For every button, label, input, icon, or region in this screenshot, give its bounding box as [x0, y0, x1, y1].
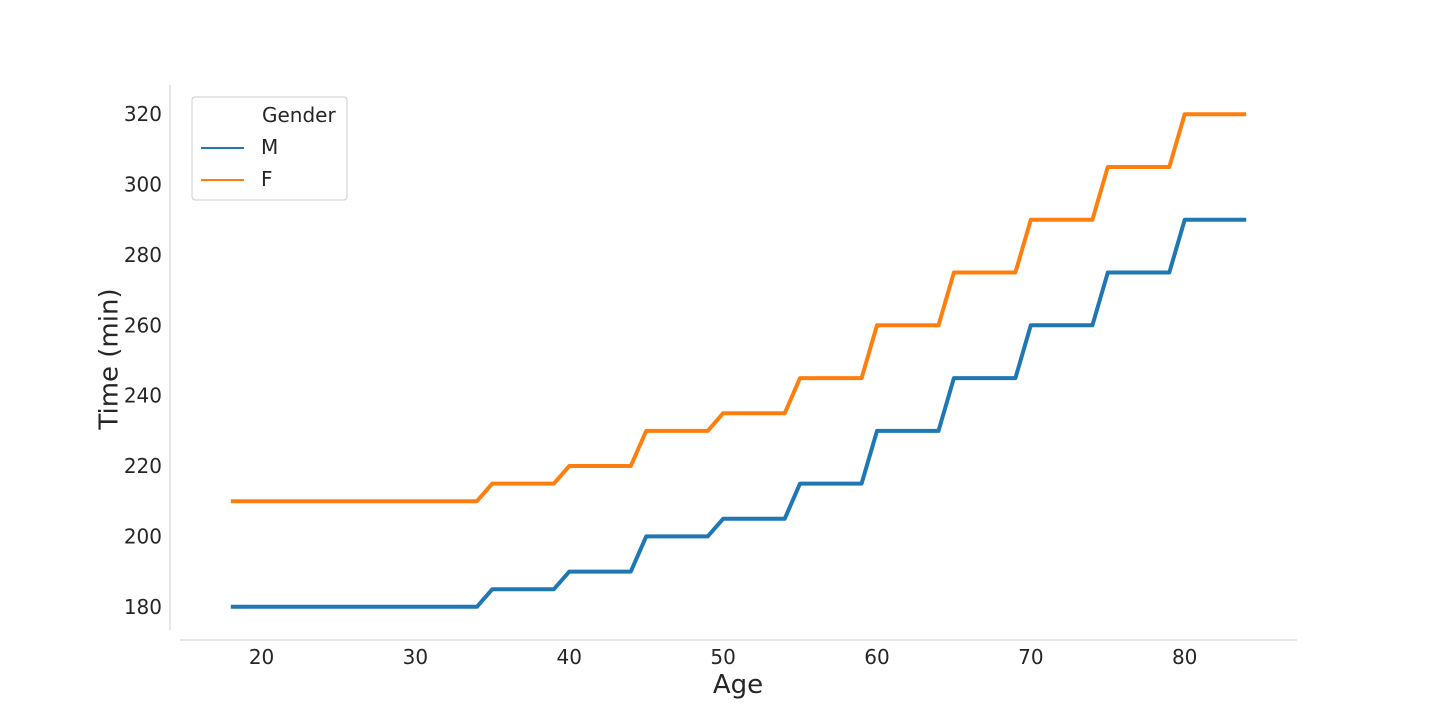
series-line-m: [230, 217, 1247, 609]
legend-title: Gender: [262, 103, 336, 127]
x-tick-label: 80: [1172, 645, 1197, 669]
y-tick-label: 200: [124, 524, 162, 548]
y-tick-label: 280: [124, 243, 162, 267]
legend-label-m: M: [261, 135, 278, 159]
y-tick-label: 300: [124, 173, 162, 197]
y-axis: 180 200 220 240 260 280 300 320: [124, 85, 171, 630]
y-tick-label: 240: [124, 384, 162, 408]
legend-label-f: F: [261, 167, 273, 191]
series-line-f: [230, 112, 1247, 504]
x-axis-label: Age: [713, 670, 763, 700]
y-tick-label: 220: [124, 454, 162, 478]
y-tick-label: 180: [124, 595, 162, 619]
y-tick-label: 260: [124, 313, 162, 337]
legend-frame: [191, 96, 348, 201]
y-tick-label: 320: [124, 102, 162, 126]
x-tick-label: 70: [1018, 645, 1043, 669]
x-axis: 20 30 40 50 60 70 80: [180, 639, 1297, 669]
x-tick-label: 50: [710, 645, 735, 669]
x-tick-label: 20: [249, 645, 274, 669]
legend: Gender M F: [191, 96, 348, 201]
y-axis-label: Time (min): [95, 288, 125, 430]
x-tick-labels: 20 30 40 50 60 70 80: [249, 645, 1198, 669]
series-layer: [230, 112, 1247, 609]
y-tick-labels: 180 200 220 240 260 280 300 320: [124, 102, 162, 619]
x-tick-label: 60: [864, 645, 889, 669]
x-tick-label: 40: [557, 645, 582, 669]
x-tick-label: 30: [403, 645, 428, 669]
